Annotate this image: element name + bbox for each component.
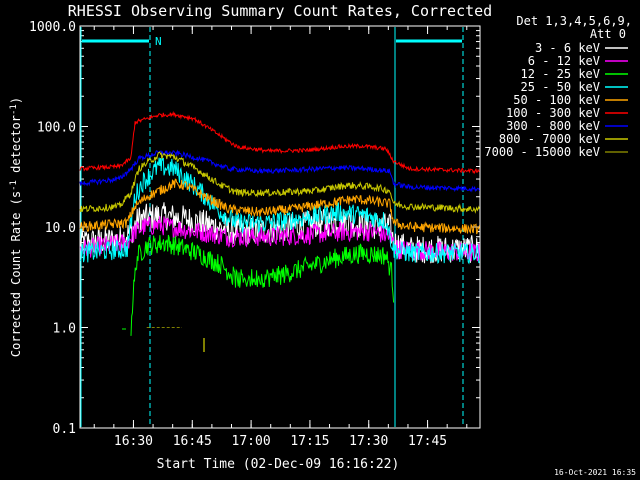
legend-entry-label: 12 - 25 keV [521, 67, 600, 81]
x-tick-label: 17:45 [408, 434, 447, 449]
y-axis: 0.1 1.0 10.0 100.0 1000.0 [29, 20, 480, 437]
legend-entry-label: 800 - 7000 keV [499, 132, 600, 146]
y-tick-label: 1000.0 [29, 20, 76, 35]
chart-title: RHESSI Observing Summary Count Rates, Co… [68, 2, 492, 20]
y-tick-label: 0.1 [53, 422, 76, 437]
legend-entry-label: 3 - 6 keV [535, 41, 600, 55]
series-line [79, 151, 480, 214]
y-tick-label: 1.0 [53, 322, 76, 337]
series-line [79, 110, 480, 175]
x-tick-label: 16:45 [173, 434, 212, 449]
legend-entry-label: 300 - 800 keV [506, 119, 600, 133]
footer-timestamp: 16-Oct-2021 16:35 [554, 468, 636, 477]
series-line [79, 149, 480, 193]
y-axis-label: Corrected Count Rate (s-1 detector-1) [9, 97, 23, 357]
x-tick-label: 17:30 [349, 434, 388, 449]
state-label: N [155, 35, 162, 48]
legend-entry-label: 7000 - 15000 keV [484, 145, 600, 159]
legend-entry-label: 100 - 300 keV [506, 106, 600, 120]
x-axis-label: Start Time (02-Dec-09 16:16:22) [157, 457, 400, 472]
series-line [79, 157, 480, 265]
series-line [130, 234, 395, 336]
x-tick-label: 17:15 [290, 434, 329, 449]
series-group [79, 110, 480, 336]
legend-entry-label: 50 - 100 keV [513, 93, 600, 107]
legend-entry-label: 6 - 12 keV [528, 54, 600, 68]
legend-header: Det 1,3,4,5,6,9, [516, 14, 632, 28]
x-axis: 16:30 16:45 17:00 17:15 17:30 17:45 [93, 26, 468, 449]
y-tick-label: 10.0 [45, 221, 76, 236]
legend-header: Att 0 [590, 27, 626, 41]
x-tick-label: 17:00 [232, 434, 271, 449]
y-tick-label: 100.0 [37, 121, 76, 136]
x-tick-label: 16:30 [114, 434, 153, 449]
series-line [79, 178, 480, 235]
legend-entry-label: 25 - 50 keV [521, 80, 600, 94]
